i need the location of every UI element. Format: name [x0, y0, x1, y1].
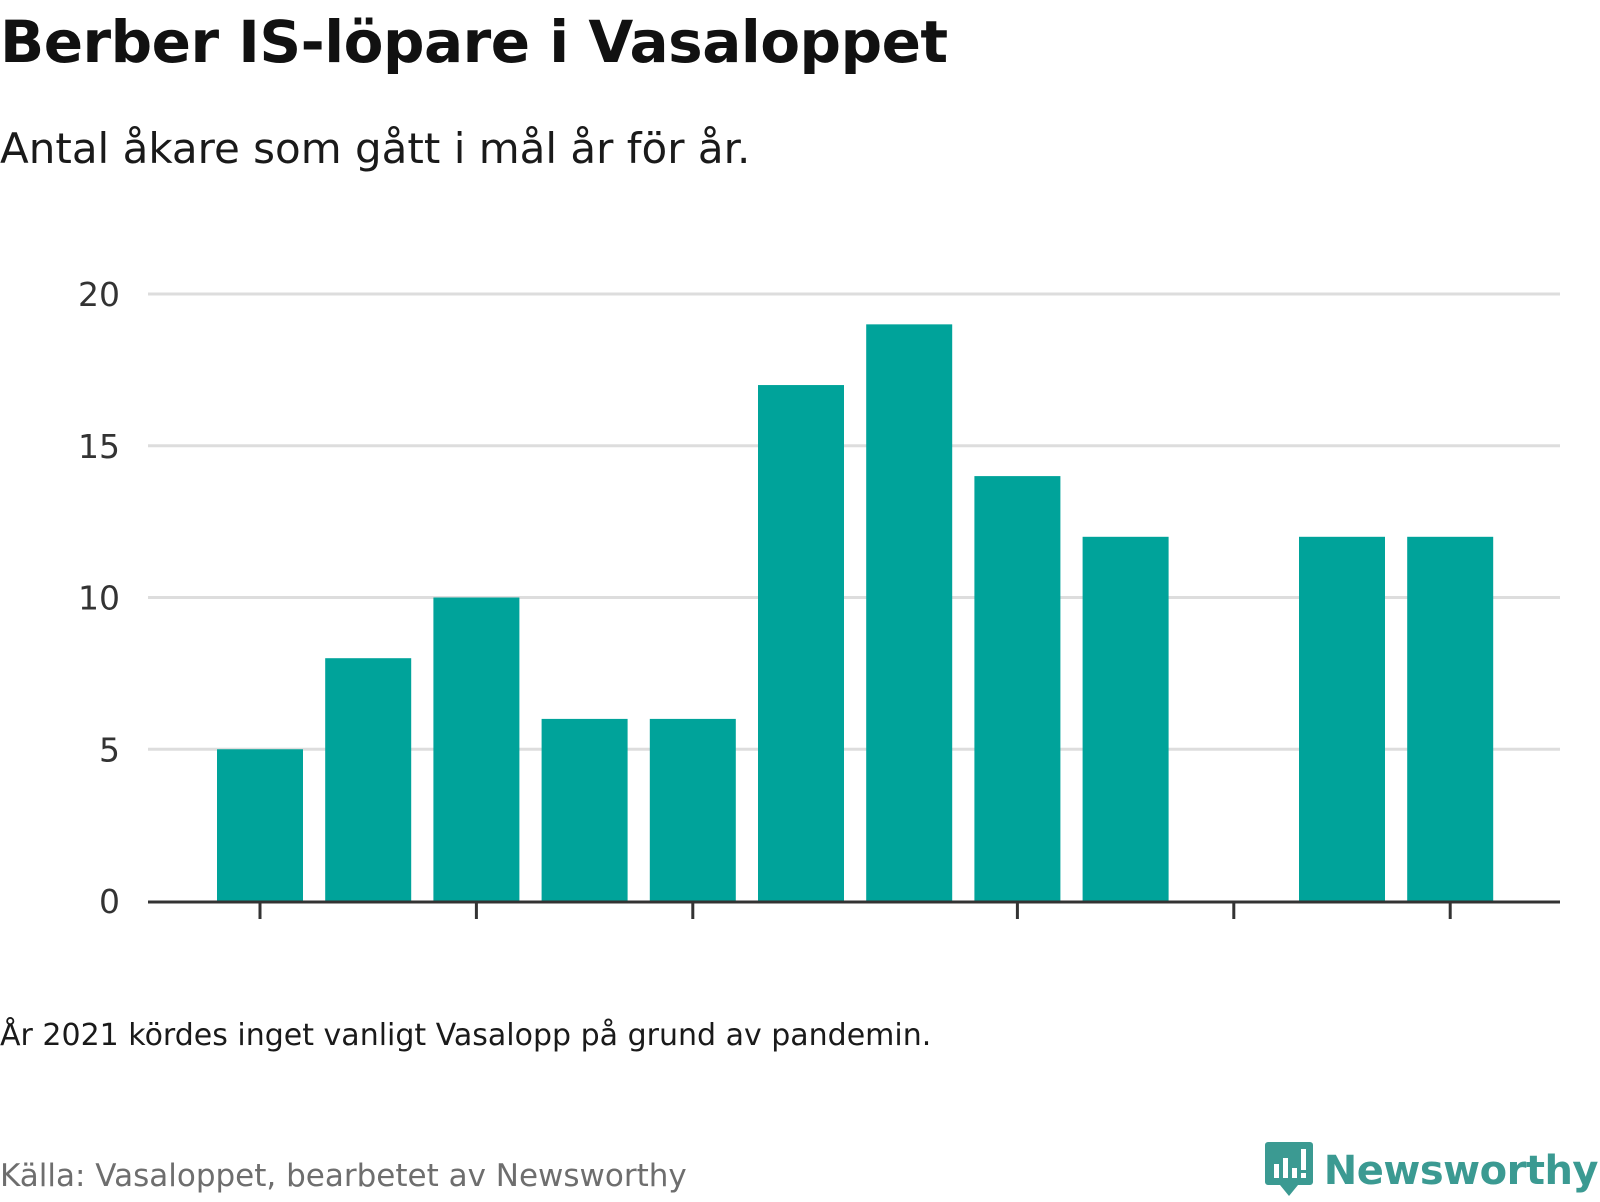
- x-tick-label: 2023: [1408, 926, 1492, 930]
- bar-2015: [541, 718, 628, 901]
- bar-2020: [1082, 536, 1169, 901]
- chart-title: Berber IS-löpare i Vasaloppet: [0, 8, 948, 76]
- bar-2018: [866, 324, 953, 902]
- x-tick-label: 2021: [1192, 926, 1276, 930]
- y-tick-label: 0: [99, 882, 120, 921]
- bar-2017: [758, 385, 844, 901]
- bar-2014: [433, 597, 520, 901]
- chart-subtitle: Antal åkare som gått i mål år för år.: [0, 124, 751, 173]
- bars: [217, 324, 1494, 902]
- newsworthy-logo-text: Newsworthy: [1323, 1148, 1599, 1194]
- bar-2016: [649, 718, 736, 901]
- x-axis-ticks: 2012 2014 2016 2019 2021 2023: [218, 902, 1492, 930]
- y-tick-label: 20: [78, 275, 120, 314]
- source-label: Källa: Vasaloppet, bearbetet av Newswort…: [0, 1158, 687, 1194]
- newsworthy-logo-icon: [1264, 1140, 1314, 1202]
- bar-2022: [1299, 536, 1385, 901]
- bar-2019: [974, 476, 1061, 901]
- newsworthy-logo: Newsworthy: [1264, 1140, 1599, 1202]
- bar-2023: [1407, 536, 1494, 901]
- bar-2013: [325, 658, 412, 901]
- x-tick-label: 2012: [218, 926, 302, 930]
- bar-chart: 0 5 10 15 20 2012 2014 2016 2019 2021 2023: [78, 275, 1560, 930]
- y-tick-label: 15: [78, 427, 120, 466]
- x-tick-label: 2016: [651, 926, 735, 930]
- chart-note: År 2021 kördes inget vanligt Vasalopp på…: [0, 1018, 932, 1053]
- y-tick-label: 10: [78, 579, 120, 618]
- y-axis-ticks: 0 5 10 15 20: [78, 275, 120, 921]
- bar-2012: [217, 749, 303, 901]
- x-tick-label: 2019: [975, 926, 1059, 930]
- x-tick-label: 2014: [434, 926, 518, 930]
- y-tick-label: 5: [99, 730, 120, 769]
